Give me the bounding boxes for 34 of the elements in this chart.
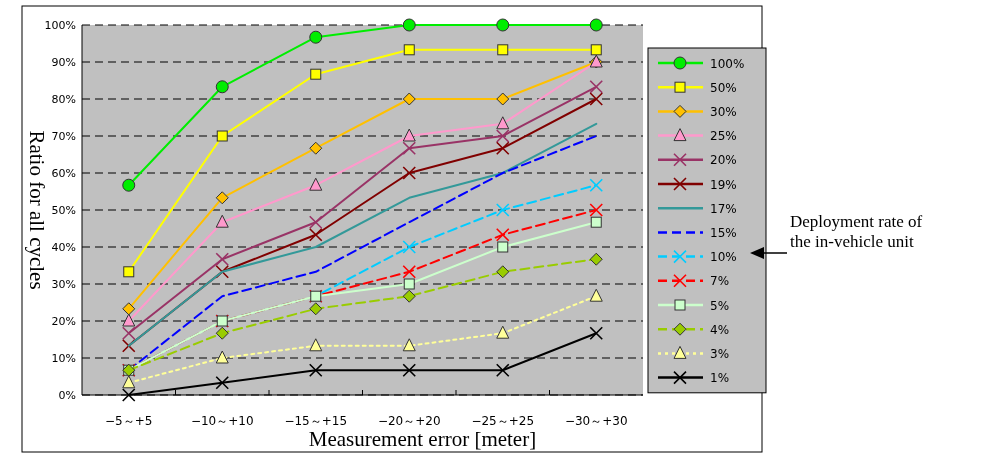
y-tick-label: 100% bbox=[44, 19, 76, 32]
legend-label: 7% bbox=[710, 274, 730, 289]
legend-label: 4% bbox=[710, 322, 730, 337]
legend-label: 10% bbox=[710, 250, 737, 265]
x-axis-title: Measurement error [meter] bbox=[308, 427, 537, 451]
legend-label: 50% bbox=[710, 80, 737, 95]
y-tick-label: 40% bbox=[51, 241, 76, 254]
y-tick-label: 10% bbox=[51, 352, 76, 365]
text: Deployment rate of the in-vehicle unit bbox=[790, 212, 924, 252]
legend-label: 3% bbox=[710, 346, 730, 361]
y-tick-label: 20% bbox=[51, 315, 76, 328]
x-tick-label: −15～+15 bbox=[284, 414, 348, 428]
y-tick-label: 30% bbox=[51, 278, 76, 291]
y-tick-label: 70% bbox=[51, 130, 76, 143]
y-tick-label: 0% bbox=[58, 389, 76, 402]
legend-label: 20% bbox=[710, 153, 737, 168]
x-tick-label: −25～+25 bbox=[471, 414, 535, 428]
legend-label: 19% bbox=[710, 177, 737, 192]
legend-label: 30% bbox=[710, 104, 737, 119]
y-tick-label: 50% bbox=[51, 204, 76, 217]
y-tick-label: 90% bbox=[51, 56, 76, 69]
x-tick-label: −20～+20 bbox=[377, 414, 441, 428]
x-tick-label: −30～+30 bbox=[564, 414, 628, 428]
legend-label: 1% bbox=[710, 371, 730, 386]
legend-label: 5% bbox=[710, 298, 730, 313]
y-tick-label: 80% bbox=[51, 93, 76, 106]
x-tick-label: −5～+5 bbox=[105, 414, 153, 428]
legend-label: 25% bbox=[710, 129, 737, 144]
y-axis-title: Ratio for all cycles bbox=[25, 130, 49, 290]
x-tick-label: −10～+10 bbox=[190, 414, 254, 428]
legend-label: 15% bbox=[710, 225, 737, 240]
y-tick-label: 60% bbox=[51, 167, 76, 180]
legend-label: 17% bbox=[710, 201, 737, 216]
legend-label: 100% bbox=[710, 56, 745, 71]
